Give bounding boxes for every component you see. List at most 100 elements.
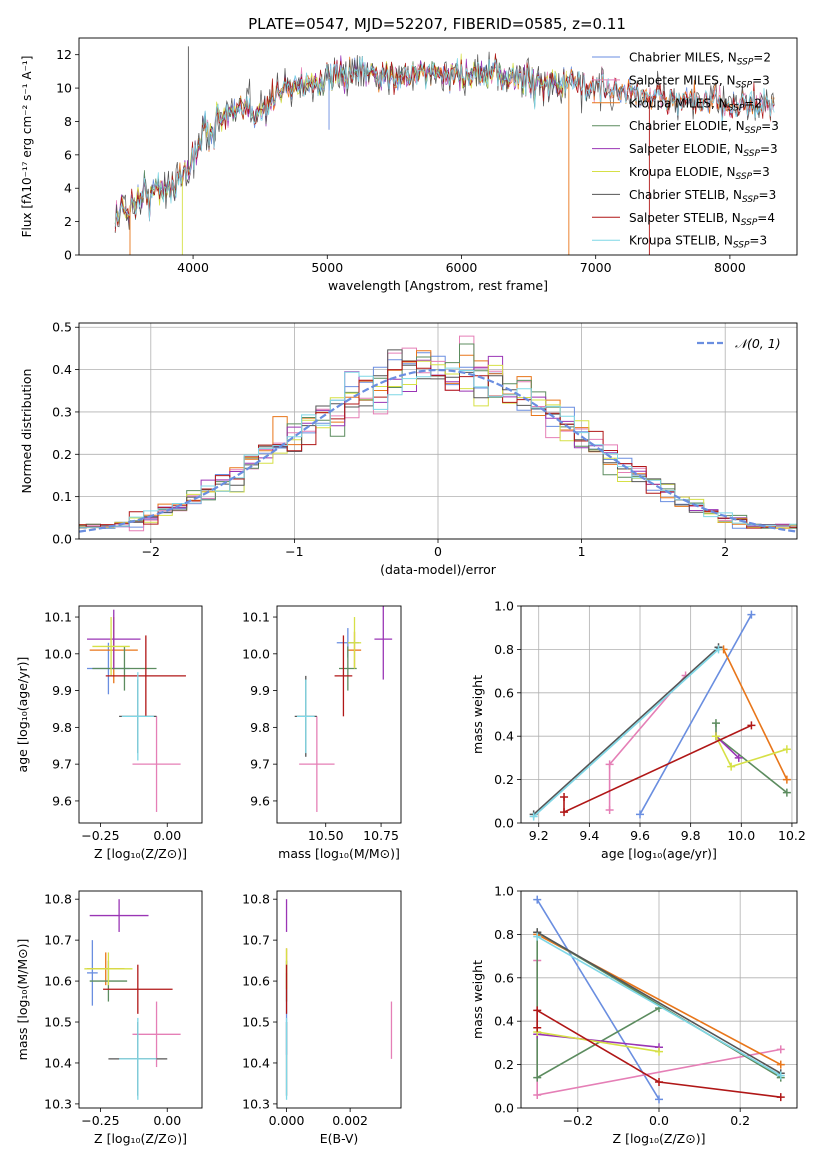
y-tick-label: 0.3 — [52, 404, 72, 419]
weight-line — [608, 674, 687, 810]
weight-marker — [560, 808, 569, 817]
x-tick-label: 10.50 — [308, 828, 344, 843]
errorbar-point — [132, 716, 181, 812]
y-tick-label: 0.4 — [494, 729, 514, 744]
weight-marker — [714, 645, 723, 654]
y-tick-label: 0.8 — [494, 642, 514, 657]
panel-mass-vs-Z: −0.25 0.00 10.3 10.4 10.5 10.6 10.7 10.8 Z [log₁… — [15, 890, 203, 1146]
y-tick-label: 9.8 — [52, 720, 72, 735]
y-tick-label: 6 — [64, 147, 72, 162]
x-tick-label: 0.0 — [649, 1113, 669, 1128]
y-tick-label: 10.1 — [242, 610, 270, 625]
x-tick-label: 10.2 — [778, 828, 806, 843]
weight-series — [560, 721, 756, 817]
y-tick-label: 10.4 — [44, 1055, 72, 1070]
weight-marker — [711, 732, 720, 741]
x-axis-label: wavelength [Angstrom, rest frame] — [328, 278, 548, 293]
x-tick-label: 2 — [721, 544, 729, 559]
errorbar-point — [87, 609, 141, 669]
legend-entry: Salpeter STELIB, NSSP=4 — [629, 211, 775, 228]
legend-subscript: SSP — [728, 103, 745, 113]
errorbar-point — [347, 617, 362, 669]
y-tick-label: 12 — [56, 47, 72, 62]
errorbar-point — [87, 940, 98, 1006]
legend: 𝒩(0, 1) — [697, 336, 781, 351]
axes-frame — [78, 605, 203, 824]
y-axis-label: mass [log₁₀(M/M⊙)] — [15, 939, 30, 1061]
weight-marker — [605, 805, 614, 814]
x-tick-label: 1 — [578, 544, 586, 559]
y-tick-label: 10.3 — [44, 1096, 72, 1111]
x-tick-label: 0.2 — [730, 1113, 750, 1128]
weight-marker — [533, 895, 542, 904]
weight-line — [536, 935, 782, 1077]
axes-frame — [276, 605, 402, 824]
legend-subscript: SSP — [743, 149, 760, 159]
y-tick-label: 0.6 — [494, 970, 514, 985]
weight-marker — [533, 1023, 542, 1032]
weight-marker — [655, 1077, 663, 1086]
x-tick-label: 4000 — [177, 260, 209, 275]
panel-residuals: −2 −1 0 1 2 0.0 0.1 0.2 0.3 0.4 0.5 (data-model)/er… — [19, 320, 798, 577]
x-tick-label: −0.25 — [81, 828, 119, 843]
weight-marker — [734, 753, 743, 762]
y-tick-label: 10.8 — [44, 892, 72, 907]
legend-text: Chabrier STELIB, N — [629, 188, 742, 202]
axes-frame — [78, 37, 798, 256]
legend-equals: = — [752, 73, 762, 87]
errorbar-point — [84, 952, 133, 986]
weight-marker — [560, 792, 569, 801]
y-tick-label: 10.0 — [44, 646, 72, 661]
legend-subscript: SSP — [733, 241, 750, 251]
x-tick-label: −2 — [142, 544, 160, 559]
errorbar-point — [132, 1001, 181, 1068]
y-tick-label: 10.6 — [44, 974, 72, 989]
y-tick-label: 0.6 — [494, 685, 514, 700]
weight-line — [563, 724, 752, 814]
y-axis-label: mass weight — [470, 675, 485, 754]
y-tick-label: 10.4 — [242, 1055, 270, 1070]
legend-entry: Kroupa STELIB, NSSP=3 — [629, 234, 767, 251]
weight-marker — [533, 1073, 542, 1082]
spectrum-line — [114, 56, 775, 227]
legend-entry: Salpeter MILES, NSSP=3 — [629, 73, 770, 90]
x-tick-label: 8000 — [714, 260, 746, 275]
legend-text: Salpeter MILES, N — [629, 73, 736, 87]
legend-entry: Chabrier MILES, NSSP=2 — [629, 51, 771, 68]
y-axis-label: Flux [fλ10⁻¹⁷ erg cm⁻² s⁻¹ A⁻¹] — [20, 56, 34, 238]
y-tick-label: 0.2 — [52, 447, 72, 462]
weight-marker — [782, 745, 791, 754]
weight-marker — [636, 810, 645, 819]
weight-series — [529, 645, 723, 821]
y-tick-label: 0.4 — [52, 362, 72, 377]
weight-line — [537, 1031, 660, 1053]
legend-label: 𝒩(0, 1) — [735, 336, 781, 351]
weight-marker — [727, 762, 736, 771]
y-tick-label: 9.7 — [250, 757, 270, 772]
legend-text: Salpeter ELODIE, N — [629, 142, 743, 156]
plot-area — [87, 609, 186, 812]
plot-area — [79, 335, 797, 533]
weight-marker — [747, 610, 756, 619]
legend-entry: Kroupa MILES, NSSP=2 — [629, 96, 762, 113]
weight-marker — [533, 1090, 542, 1099]
legend-equals: = — [757, 211, 767, 225]
legend-subscript: SSP — [745, 126, 762, 136]
weight-series — [533, 895, 663, 1104]
plot-area — [294, 606, 393, 812]
errorbar-point — [92, 617, 130, 676]
legend-value: 4 — [767, 211, 775, 225]
x-axis-label: (data-model)/error — [380, 562, 497, 577]
weight-series — [719, 645, 791, 784]
weight-line — [536, 1009, 781, 1098]
y-tick-label: 0.5 — [52, 320, 72, 335]
weight-marker — [533, 932, 542, 941]
panel-spectrum: 4000 5000 6000 7000 8000 0 2 4 6 8 10 12 wavelength … — [20, 37, 798, 293]
spectrum-line — [114, 56, 567, 228]
weight-marker — [747, 721, 756, 730]
legend-value: 3 — [762, 73, 770, 87]
x-tick-label: 0.00 — [153, 1113, 181, 1128]
y-tick-label: 8 — [64, 114, 72, 129]
